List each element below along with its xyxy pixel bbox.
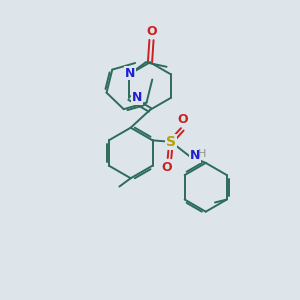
- Text: N: N: [132, 92, 142, 104]
- Text: O: O: [162, 161, 172, 174]
- Text: O: O: [146, 25, 157, 38]
- Text: N: N: [190, 149, 200, 162]
- Text: H: H: [198, 149, 206, 159]
- Text: S: S: [166, 135, 176, 149]
- Text: O: O: [178, 113, 188, 126]
- Text: N: N: [125, 67, 135, 80]
